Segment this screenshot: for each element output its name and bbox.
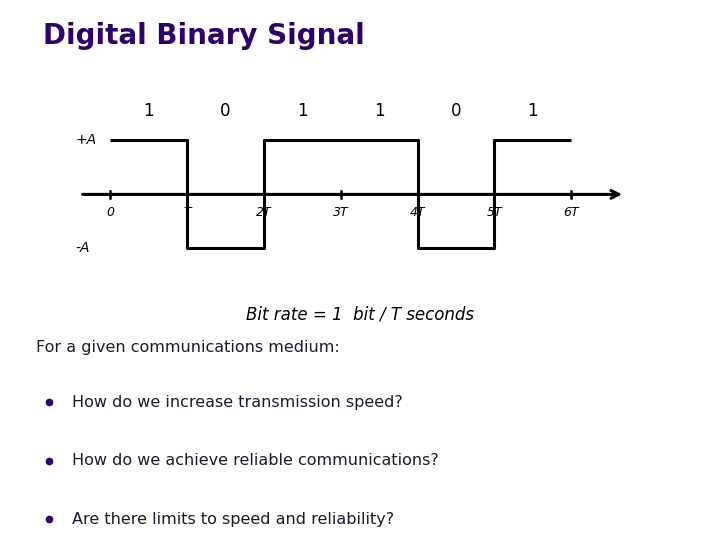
Text: +A: +A: [76, 133, 97, 147]
Text: 5T: 5T: [487, 206, 503, 219]
Text: Bit rate = 1  bit / T seconds: Bit rate = 1 bit / T seconds: [246, 305, 474, 323]
Text: 1: 1: [374, 102, 384, 120]
Text: 1: 1: [528, 102, 538, 120]
Text: 1: 1: [297, 102, 307, 120]
Text: Are there limits to speed and reliability?: Are there limits to speed and reliabilit…: [72, 511, 394, 526]
Text: For a given communications medium:: For a given communications medium:: [36, 340, 340, 355]
Text: How do we increase transmission speed?: How do we increase transmission speed?: [72, 395, 402, 410]
Text: -A: -A: [76, 241, 90, 255]
Text: 0: 0: [220, 102, 231, 120]
Text: T: T: [184, 206, 191, 219]
Text: 2T: 2T: [256, 206, 272, 219]
Text: 3T: 3T: [333, 206, 348, 219]
Text: 1: 1: [143, 102, 154, 120]
Text: 6T: 6T: [563, 206, 579, 219]
Text: 0: 0: [107, 206, 114, 219]
Text: 0: 0: [451, 102, 462, 120]
Text: How do we achieve reliable communications?: How do we achieve reliable communication…: [72, 453, 438, 468]
Text: 4T: 4T: [410, 206, 426, 219]
Text: Digital Binary Signal: Digital Binary Signal: [43, 22, 365, 50]
